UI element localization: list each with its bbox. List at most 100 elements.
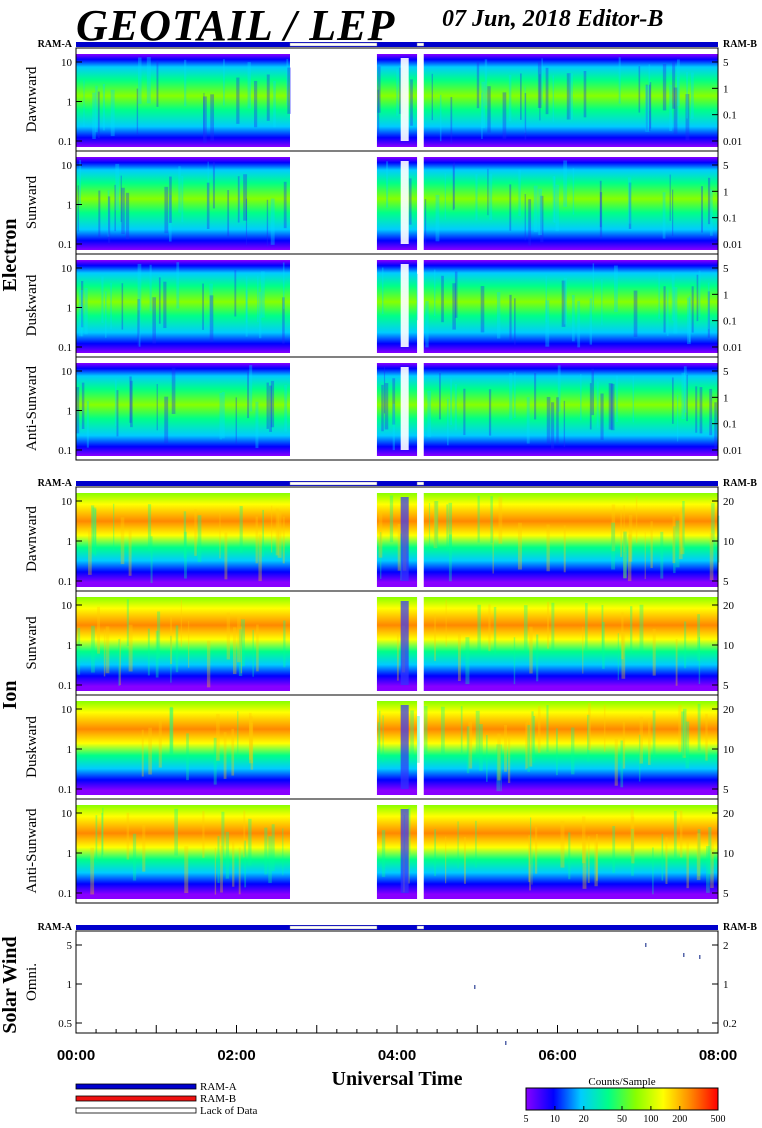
- panel-ion-sunward-streak-47: [396, 633, 399, 681]
- ram-bar-gap-2-1: [416, 925, 424, 930]
- panel-electron-dawnward-streak-5: [97, 91, 100, 138]
- panel-electron-duskward-rtick-label-1: 1: [723, 289, 729, 301]
- panel-ion-dawnward-streak-34: [128, 528, 132, 576]
- panel-ion-sunward-streak-54: [582, 626, 584, 674]
- panel-ion-anti-sunward-streak-11: [594, 839, 598, 887]
- panel-ion-sunward-streak-42: [601, 605, 604, 652]
- panel-ion-anti-sunward-streak-17: [475, 820, 477, 868]
- panel-electron-sunward-streak-14: [563, 160, 568, 207]
- panel-ion-anti-sunward-streak-27: [232, 839, 235, 887]
- panel-ion-sunward-streak-40: [252, 629, 254, 677]
- panel-ion-duskward-streak-36: [496, 744, 501, 792]
- solar-wind-point-0: [645, 943, 647, 947]
- panel-electron-duskward-streak-54: [592, 263, 595, 310]
- chart-title: GEOTAIL / LEP: [76, 1, 396, 50]
- panel-electron-dawnward-streak-45: [287, 67, 291, 114]
- panel-ion-dawnward-rtick-label-2: 5: [723, 576, 729, 588]
- panel-electron-anti-sunward-streak-24: [381, 384, 384, 432]
- panel-ion-anti-sunward-streak-31: [457, 821, 459, 869]
- panel-electron-anti-sunward-streak-62: [677, 395, 679, 442]
- panel-electron-sunward-streak-28: [115, 163, 120, 211]
- panel-ion-duskward-streak-34: [460, 706, 463, 753]
- panel-ion-sunward-streak-65: [206, 640, 211, 688]
- panel-ion-dawnward-rtick-label-0: 20: [723, 496, 735, 508]
- panel-electron-duskward-fill-1: [376, 260, 418, 353]
- panel-electron-sunward-streak-45: [662, 192, 666, 239]
- panel-ion-duskward-streak-7: [537, 705, 541, 753]
- panel-electron-dawnward-streak-67: [686, 72, 688, 119]
- panel-ion-dawnward-streak-11: [644, 532, 646, 580]
- panel-electron-dawnward-streak-15: [439, 94, 442, 142]
- panel-ion-duskward-streak-51: [417, 715, 420, 763]
- panel-electron-duskward-streak-59: [105, 291, 107, 338]
- panel-electron-duskward-streak-56: [571, 294, 575, 342]
- panel-ion-anti-sunward-streak-53: [631, 828, 634, 876]
- panel-ion-anti-sunward-streak-52: [202, 810, 205, 858]
- panel-ion-sunward-fill-0: [76, 597, 290, 691]
- panel-ion-duskward-streak-23: [169, 706, 173, 754]
- panel-electron-sunward-fill-0: [76, 157, 290, 250]
- panel-electron-dawnward-streak-13: [396, 69, 399, 116]
- panel-ion-duskward-streak-56: [527, 725, 531, 772]
- panel-electron-duskward-streak-4: [282, 297, 285, 344]
- panel-ion-dawnward-streak-40: [448, 502, 453, 550]
- panel-electron-dawnward-streak-42: [676, 59, 680, 106]
- panel-electron-sunward-streak-17: [164, 186, 169, 234]
- panel-electron-duskward-streak-57: [209, 295, 214, 342]
- colorbar-tick-label-3: 50: [617, 1114, 627, 1125]
- panel-electron-duskward-streak-10: [137, 299, 140, 346]
- panel-electron-sunward-streak-35: [206, 182, 210, 229]
- panel-electron-duskward-streak-33: [545, 300, 550, 347]
- panel-ion-anti-sunward-streak-37: [271, 824, 275, 872]
- panel-electron-dawnward-fill-1: [376, 54, 418, 147]
- panel-ion-duskward-fill-2: [423, 701, 718, 795]
- panel-electron-anti-sunward-streak-44: [270, 380, 275, 428]
- panel-electron-duskward-streak-65: [81, 290, 84, 337]
- panel-electron-duskward-streak-0: [696, 274, 699, 322]
- panel-electron-sunward-streak-32: [266, 199, 269, 247]
- panel-electron-dawnward-streak-46: [146, 57, 151, 104]
- panel-electron-sunward-rtick-label-3: 0.01: [723, 239, 742, 251]
- panel-electron-dawnward-streak-47: [569, 73, 573, 120]
- panel-electron-dawnward-streak-62: [552, 75, 555, 122]
- panel-electron-anti-sunward-streak-54: [454, 383, 457, 431]
- panel-electron-duskward-streak-42: [658, 272, 660, 319]
- panel-electron-dawnward-streak-26: [539, 74, 541, 121]
- panel-ion-anti-sunward-ltick-label-1: 1: [67, 848, 73, 860]
- panel-ion-sunward-streak-43: [585, 602, 588, 650]
- panel-electron-duskward-streak-62: [514, 298, 516, 345]
- panel-electron-duskward-streak-48: [381, 267, 384, 314]
- panel-electron-sunward-streak-53: [245, 198, 248, 246]
- panel-ion-duskward-ltick-label-2: 0.1: [58, 784, 72, 796]
- panel-ion-dawnward-streak-35: [275, 508, 279, 556]
- panel-ion-sunward-streak-19: [551, 602, 555, 650]
- panel-ion-dawnward-streak-56: [628, 514, 633, 562]
- panel-ion-dawnward-streak-48: [623, 531, 627, 579]
- panel-ion-dawnward-streak-28: [627, 534, 632, 582]
- panel-ion-dawnward-streak-6: [197, 515, 202, 563]
- panel-ion-anti-sunward-streak-7: [531, 837, 533, 885]
- panel-ion-dawnward-fill-2: [423, 493, 718, 587]
- panel-electron-dawnward-streak-28: [524, 86, 526, 133]
- panel-electron-anti-sunward-streak-2: [610, 383, 615, 431]
- panel-electron-anti-sunward-fill-2: [423, 363, 718, 456]
- panel-ion-sunward-streak-62: [188, 620, 190, 668]
- panel-ion-sunward-streak-13: [621, 631, 626, 679]
- panel-electron-dawnward-streak-41: [286, 58, 289, 106]
- panel-electron-anti-sunward-streak-26: [608, 383, 613, 430]
- panel-ion-dawnward-streak-8: [650, 521, 653, 569]
- panel-ion-anti-sunward-streak-56: [696, 833, 701, 881]
- panel-ion-anti-sunward-streak-41: [248, 818, 252, 866]
- panel-electron-duskward-streak-9: [260, 271, 265, 318]
- panel-electron-duskward-fill-0: [76, 260, 290, 353]
- ram-bar-2: [76, 925, 718, 930]
- panel-ion-sunward-rtick-label-2: 5: [723, 680, 729, 692]
- panel-ion-dawnward-streak-68: [255, 516, 258, 564]
- panel-electron-anti-sunward-streak-48: [591, 368, 594, 416]
- panel-electron-anti-sunward-label: Anti-Sunward: [24, 366, 40, 451]
- panel-ion-duskward-streak-6: [382, 715, 384, 763]
- panel-ion-duskward-streak-22: [410, 710, 414, 758]
- panel-electron-duskward-dip: [400, 264, 409, 347]
- panel-electron-anti-sunward-streak-55: [439, 373, 441, 420]
- panel-electron-dawnward-streak-11: [450, 97, 453, 144]
